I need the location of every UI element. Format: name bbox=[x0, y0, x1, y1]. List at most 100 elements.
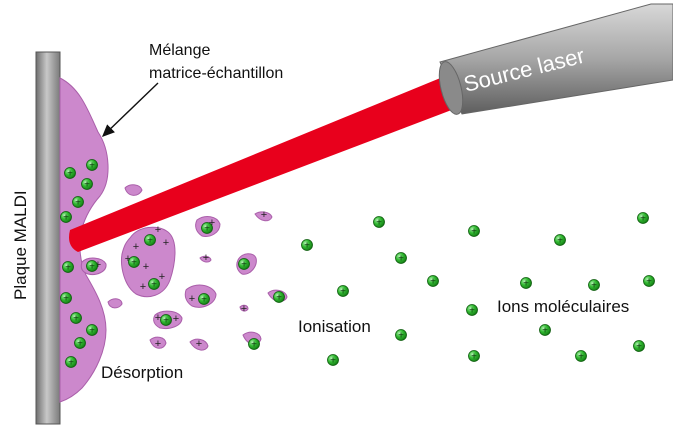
ion-icon: + bbox=[72, 196, 84, 209]
svg-text:+: + bbox=[159, 271, 165, 283]
ion-icon: + bbox=[201, 222, 213, 235]
ion-icon: + bbox=[637, 212, 649, 225]
svg-text:+: + bbox=[131, 258, 137, 269]
ion-icon: + bbox=[70, 312, 82, 325]
svg-text:+: + bbox=[636, 342, 642, 353]
ion-icon: + bbox=[427, 275, 439, 288]
svg-text:+: + bbox=[646, 277, 652, 288]
svg-text:+: + bbox=[471, 227, 477, 238]
ion-icon: + bbox=[74, 337, 86, 350]
svg-text:+: + bbox=[133, 241, 139, 253]
svg-text:+: + bbox=[241, 303, 247, 315]
svg-text:+: + bbox=[89, 262, 95, 273]
stage-ionisation-label: Ionisation bbox=[298, 317, 371, 336]
ion-icon: + bbox=[86, 159, 98, 172]
ion-icon: + bbox=[60, 292, 72, 305]
ion-icon: + bbox=[588, 279, 600, 292]
svg-text:+: + bbox=[163, 237, 169, 249]
svg-text:+: + bbox=[330, 356, 336, 367]
svg-text:+: + bbox=[578, 352, 584, 363]
ion-icon: + bbox=[466, 304, 478, 317]
svg-text:+: + bbox=[261, 209, 267, 221]
stage-ions-label: Ions moléculaires bbox=[497, 297, 629, 316]
svg-text:+: + bbox=[73, 314, 79, 325]
ion-icon: + bbox=[468, 225, 480, 238]
svg-text:+: + bbox=[241, 260, 247, 271]
ion-icon: + bbox=[395, 252, 407, 265]
svg-text:+: + bbox=[77, 339, 83, 350]
ion-icon: + bbox=[554, 234, 566, 247]
svg-text:+: + bbox=[75, 198, 81, 209]
svg-text:+: + bbox=[304, 241, 310, 252]
svg-text:+: + bbox=[84, 180, 90, 191]
ion-icon: + bbox=[520, 277, 532, 290]
ion-icon: + bbox=[64, 167, 76, 180]
ion-icon: + bbox=[373, 216, 385, 229]
svg-text:+: + bbox=[430, 277, 436, 288]
ion-icon: + bbox=[86, 260, 98, 273]
svg-text:+: + bbox=[163, 316, 169, 327]
ion-icon: + bbox=[86, 324, 98, 337]
ion-icon: + bbox=[198, 293, 210, 306]
ion-group: +++++++++++++++++++++++++++++++++++++++ bbox=[60, 159, 655, 369]
svg-text:+: + bbox=[189, 293, 195, 305]
svg-text:+: + bbox=[140, 281, 146, 293]
svg-text:+: + bbox=[591, 281, 597, 292]
svg-text:+: + bbox=[209, 217, 215, 229]
ion-icon: + bbox=[81, 178, 93, 191]
ion-icon: + bbox=[468, 350, 480, 363]
svg-text:+: + bbox=[125, 253, 131, 265]
ion-icon: + bbox=[633, 340, 645, 353]
svg-text:+: + bbox=[469, 306, 475, 317]
svg-text:+: + bbox=[65, 263, 71, 274]
ion-icon: + bbox=[248, 338, 260, 351]
svg-text:+: + bbox=[542, 326, 548, 337]
ion-icon: + bbox=[128, 256, 140, 269]
ion-icon: + bbox=[539, 324, 551, 337]
svg-text:+: + bbox=[155, 224, 161, 236]
svg-text:+: + bbox=[196, 338, 202, 350]
ion-icon: + bbox=[301, 239, 313, 252]
plate-label: Plaque MALDI bbox=[11, 190, 30, 300]
ion-icon: + bbox=[148, 278, 160, 291]
svg-text:+: + bbox=[204, 224, 210, 235]
laser-source: Source laser bbox=[438, 3, 673, 115]
ion-icon: + bbox=[337, 285, 349, 298]
ion-icon: + bbox=[273, 291, 285, 304]
svg-text:+: + bbox=[151, 280, 157, 291]
mixture-label-line2: matrice-échantillon bbox=[149, 65, 283, 82]
svg-text:+: + bbox=[201, 295, 207, 306]
ion-icon: + bbox=[60, 211, 72, 224]
stage-desorption-label: Désorption bbox=[101, 363, 183, 382]
svg-text:+: + bbox=[398, 254, 404, 265]
mixture-label-line1: Mélange bbox=[149, 42, 210, 59]
ion-icon: + bbox=[395, 329, 407, 342]
ion-icon: + bbox=[160, 314, 172, 327]
svg-text:+: + bbox=[557, 236, 563, 247]
svg-text:+: + bbox=[251, 340, 257, 351]
ion-icon: + bbox=[643, 275, 655, 288]
ion-icon: + bbox=[65, 356, 77, 369]
svg-text:+: + bbox=[89, 161, 95, 172]
ion-icon: + bbox=[327, 354, 339, 367]
svg-text:+: + bbox=[376, 218, 382, 229]
svg-text:+: + bbox=[203, 252, 209, 264]
matrix-charges: +++ +++ +++ +++ +++ +++ bbox=[95, 209, 267, 350]
svg-text:+: + bbox=[89, 326, 95, 337]
ion-icon: + bbox=[62, 261, 74, 274]
svg-text:+: + bbox=[95, 259, 101, 271]
svg-text:+: + bbox=[63, 294, 69, 305]
svg-text:+: + bbox=[471, 352, 477, 363]
svg-text:+: + bbox=[155, 312, 161, 324]
ion-icon: + bbox=[144, 234, 156, 247]
svg-text:+: + bbox=[340, 287, 346, 298]
svg-text:+: + bbox=[398, 331, 404, 342]
svg-text:+: + bbox=[143, 261, 149, 273]
svg-text:+: + bbox=[63, 213, 69, 224]
ion-icon: + bbox=[238, 258, 250, 271]
svg-text:+: + bbox=[68, 358, 74, 369]
svg-text:+: + bbox=[523, 279, 529, 290]
laser-beam bbox=[69, 72, 470, 252]
arrow-icon bbox=[101, 82, 159, 137]
